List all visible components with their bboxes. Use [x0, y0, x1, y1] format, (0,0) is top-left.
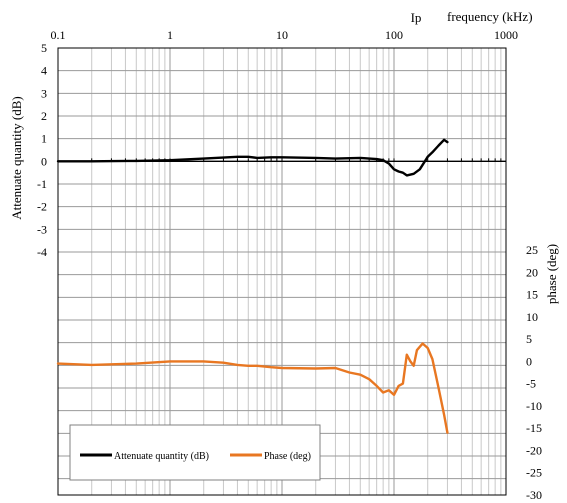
x-axis-label: frequency (kHz): [447, 9, 533, 24]
legend: Attenuate quantity (dB) Phase (deg): [69, 424, 321, 481]
left-y-tick-label: 3: [41, 86, 47, 100]
right-y-tick-label: 5: [526, 332, 532, 346]
plot-frame: [57, 47, 507, 496]
left-y-tick-label: -2: [37, 200, 47, 214]
phase-series-line: [56, 342, 449, 434]
left-y-axis-label: Attenuate quantity (dB): [9, 96, 24, 219]
attenuation-series-line: [56, 138, 449, 177]
right-y-tick-label: 10: [526, 310, 538, 324]
right-y-tick-label: 15: [526, 288, 538, 302]
right-y-tick-label: -20: [526, 443, 542, 457]
left-y-tick-label: -4: [37, 245, 47, 259]
right-y-axis-label: phase (deg): [544, 244, 559, 304]
x-axis-tick-labels: 0.1 1 10 100 1000: [51, 28, 519, 42]
left-y-tick-label: -3: [37, 222, 47, 236]
left-y-tick-label: -1: [37, 177, 47, 191]
right-y-tick-label: -10: [526, 399, 542, 413]
right-y-tick-label: 25: [526, 243, 538, 257]
right-y-tick-label: -30: [526, 488, 542, 502]
left-y-tick-label: 2: [41, 109, 47, 123]
legend-box: [69, 424, 321, 481]
x-tick-label: 100: [385, 28, 403, 42]
series-layer: [56, 138, 449, 434]
right-y-tick-label: -25: [526, 466, 542, 480]
legend-label-phase: Phase (deg): [264, 451, 311, 462]
x-tick-label: 1: [167, 28, 173, 42]
right-y-tick-label: -15: [526, 421, 542, 435]
right-y-tick-label: 0: [526, 354, 532, 368]
legend-label-attenuation: Attenuate quantity (dB): [114, 451, 209, 462]
x-tick-label: 10: [276, 28, 288, 42]
right-y-axis-tick-labels: 25 20 15 10 5 0 -5 -10 -15 -20 -25 -30: [526, 243, 542, 502]
right-y-tick-label: -5: [526, 377, 536, 391]
right-y-tick-label: 20: [526, 265, 538, 279]
corner-annotation: Ip: [411, 10, 422, 25]
grid-lines: [57, 47, 506, 495]
left-y-tick-label: 5: [41, 41, 47, 55]
left-y-axis-tick-labels: 5 4 3 2 1 0 -1 -2 -3 -4: [37, 41, 47, 259]
left-y-tick-label: 1: [41, 132, 47, 146]
x-tick-label: 0.1: [51, 28, 66, 42]
x-tick-label: 1000: [494, 28, 518, 42]
left-y-tick-label: 0: [41, 154, 47, 168]
left-y-tick-label: 4: [41, 64, 47, 78]
